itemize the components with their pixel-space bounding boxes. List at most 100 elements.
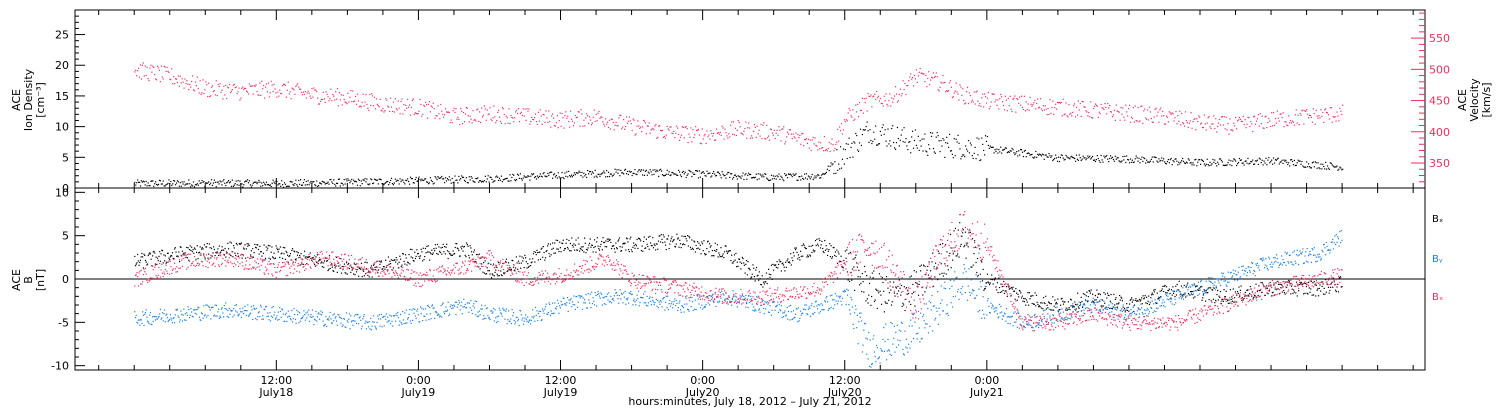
data-point [964, 156, 966, 158]
data-point [673, 173, 675, 175]
data-point [666, 169, 668, 171]
data-point [421, 178, 423, 180]
data-point [301, 94, 304, 96]
data-point [921, 72, 923, 74]
data-point [822, 150, 825, 152]
data-point [1050, 112, 1052, 115]
data-point [483, 105, 485, 107]
data-point [459, 309, 461, 311]
data-point [251, 184, 253, 186]
data-point [1339, 276, 1341, 278]
data-point [1172, 113, 1174, 115]
data-point [978, 138, 980, 140]
data-point [1280, 113, 1282, 115]
data-point [997, 99, 999, 101]
data-point [947, 265, 949, 267]
data-point [691, 247, 694, 249]
data-point [912, 283, 914, 286]
data-point [651, 174, 653, 176]
data-point [353, 101, 355, 103]
data-point [1215, 118, 1217, 120]
data-point [1151, 121, 1153, 123]
data-point [1268, 156, 1270, 159]
data-point [144, 184, 146, 186]
data-point [556, 177, 558, 179]
data-point [264, 184, 267, 186]
data-point [1284, 160, 1286, 162]
data-point [852, 156, 854, 158]
data-point [137, 319, 139, 321]
data-point [292, 183, 294, 186]
data-point [719, 174, 721, 176]
data-point [192, 181, 195, 183]
data-point [138, 67, 140, 69]
data-point [186, 183, 188, 185]
data-point [144, 259, 147, 262]
data-point [481, 116, 484, 118]
data-point [1132, 299, 1134, 301]
data-point [974, 240, 976, 242]
data-point [159, 251, 161, 253]
data-point [431, 249, 433, 251]
data-point [828, 141, 830, 144]
data-point [487, 113, 489, 116]
data-point [325, 257, 327, 259]
data-point [669, 174, 671, 176]
data-point [512, 117, 514, 119]
data-point [1337, 283, 1339, 285]
data-point [659, 125, 661, 127]
data-point [1294, 285, 1296, 287]
data-point [1236, 294, 1238, 296]
data-point [872, 96, 874, 98]
data-point [358, 275, 360, 277]
data-point [1209, 161, 1211, 163]
data-point [1049, 155, 1051, 157]
data-point [203, 315, 206, 317]
data-point [1246, 162, 1248, 164]
data-point [596, 241, 598, 243]
data-point [141, 252, 143, 255]
data-point [635, 243, 637, 246]
data-point [822, 173, 824, 175]
data-point [188, 308, 190, 311]
data-point [840, 123, 843, 125]
data-point [363, 275, 365, 277]
data-point [630, 171, 632, 173]
data-point [766, 124, 768, 127]
data-point [1029, 154, 1031, 156]
data-point [867, 130, 869, 132]
data-point [183, 181, 185, 183]
data-point [706, 247, 708, 250]
data-point [1330, 107, 1332, 109]
data-point [319, 313, 321, 315]
data-point [180, 310, 182, 312]
data-point [957, 93, 959, 95]
data-point [486, 109, 488, 111]
data-point [251, 256, 253, 258]
data-point [1136, 300, 1138, 302]
data-point [312, 96, 314, 98]
data-point [718, 254, 721, 256]
data-point [976, 137, 978, 139]
data-point [1070, 299, 1072, 301]
data-point [752, 176, 755, 179]
data-point [167, 70, 169, 73]
data-point [746, 274, 748, 276]
data-point [546, 117, 548, 119]
data-point [1303, 293, 1305, 295]
data-point [1037, 153, 1039, 155]
data-point [178, 251, 180, 253]
data-point [425, 101, 427, 103]
data-point [648, 248, 650, 250]
data-point [1101, 305, 1103, 307]
data-point [748, 172, 750, 174]
data-point [1045, 308, 1048, 310]
data-point [436, 252, 438, 255]
data-point [453, 253, 455, 255]
data-point [500, 274, 503, 276]
data-point [871, 272, 873, 274]
data-point [137, 179, 139, 181]
data-point [1055, 301, 1057, 304]
data-point [198, 251, 201, 253]
bottom-left-tick-label: 10 [55, 186, 69, 199]
